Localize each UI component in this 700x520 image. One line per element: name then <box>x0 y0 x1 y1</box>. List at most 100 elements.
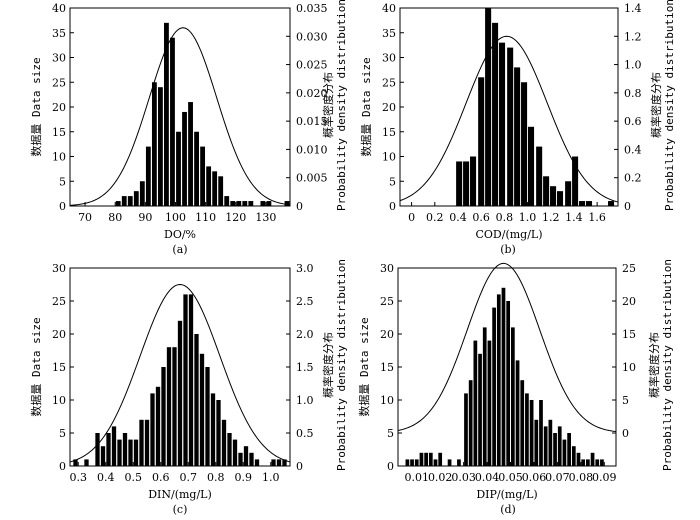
bar-dip-15 <box>482 327 487 466</box>
bar-do-20 <box>230 201 236 206</box>
bar-dip-26 <box>534 419 539 466</box>
ytick-label-cod-0: 0 <box>389 200 396 213</box>
bar-dip-8 <box>438 452 443 466</box>
bar-dip-36 <box>581 459 586 466</box>
bar-dip-24 <box>525 393 529 466</box>
y2label-cn-do: 概率密度分布 <box>321 72 335 138</box>
panel-label-do: (a) <box>172 243 187 256</box>
panel-label-dip: (d) <box>500 503 516 516</box>
bar-dip-40 <box>600 459 604 466</box>
y2label-cn-cod: 概率密度分布 <box>649 72 663 138</box>
ytick-label-din-5: 5 <box>59 427 66 440</box>
xtick-label-dip-8: 0.09 <box>592 471 617 484</box>
normal-curve-do <box>69 27 291 206</box>
bar-dip-13 <box>473 340 478 466</box>
bar-cod-5 <box>485 8 492 206</box>
xtick-label-cod-7: 1.4 <box>565 211 583 224</box>
bar-din-6 <box>111 426 117 466</box>
bar-din-32 <box>254 459 260 466</box>
y2tick-label-do-5: 0.025 <box>296 59 328 72</box>
y2tick-label-cod-0: 0 <box>624 200 631 213</box>
y2tick-label-cod-3: 0.6 <box>624 115 642 128</box>
bar-dip-38 <box>590 452 595 466</box>
bar-cod-7 <box>499 42 506 207</box>
bar-cod-11 <box>528 126 535 206</box>
y2label-cn-dip: 概率密度分布 <box>647 332 661 398</box>
bar-do-8 <box>158 87 163 206</box>
ytick-label-do-30: 30 <box>52 52 66 65</box>
bar-din-26 <box>221 419 227 466</box>
xtick-label-cod-0: 0 <box>408 211 415 224</box>
bar-din-2 <box>84 459 89 466</box>
bar-dip-35 <box>576 452 581 466</box>
y2tick-label-dip-3: 15 <box>622 328 636 341</box>
bar-do-7 <box>151 82 157 206</box>
xtick-label-din-4: 0.7 <box>180 471 198 484</box>
bar-cod-14 <box>550 186 557 206</box>
bar-dip-11 <box>464 393 468 466</box>
y2tick-label-cod-7: 1.4 <box>624 2 642 15</box>
y2label-en-do: Probability density distribution <box>335 0 348 211</box>
bar-do-26 <box>266 201 272 206</box>
bar-dip-5 <box>424 452 428 466</box>
y2tick-label-dip-0: 0 <box>622 427 629 440</box>
xtick-label-do-5: 120 <box>225 211 246 224</box>
xlabel-do: DO/% <box>164 228 196 241</box>
ylabel-dip: 数据量 Data size <box>357 317 371 416</box>
bar-dip-32 <box>562 439 567 466</box>
xtick-label-do-6: 130 <box>255 211 276 224</box>
bar-cod-4 <box>478 77 485 206</box>
bar-do-9 <box>164 22 169 206</box>
bar-cod-16 <box>565 181 572 206</box>
xtick-label-do-4: 110 <box>195 211 216 224</box>
bar-cod-1 <box>456 161 463 206</box>
xtick-label-din-0: 0.3 <box>70 471 88 484</box>
bar-do-1 <box>115 201 121 206</box>
panel-dip: 05101520253005101520250.010.020.030.040.… <box>357 259 674 516</box>
bar-do-17 <box>212 171 218 206</box>
ytick-label-do-20: 20 <box>52 101 66 114</box>
bar-dip-21 <box>511 327 515 466</box>
y2tick-label-din-5: 2.5 <box>296 295 314 308</box>
bar-din-7 <box>117 439 122 466</box>
y2tick-label-do-6: 0.030 <box>296 30 328 43</box>
xtick-label-din-7: 1.0 <box>262 471 280 484</box>
bar-dip-27 <box>539 400 543 466</box>
y2tick-label-cod-1: 0.2 <box>624 172 642 185</box>
bar-dip-30 <box>553 433 557 466</box>
y2tick-label-din-3: 1.5 <box>296 361 314 374</box>
xtick-label-dip-6: 0.07 <box>545 471 570 484</box>
bar-din-18 <box>177 320 183 466</box>
ytick-label-din-10: 10 <box>52 394 66 407</box>
bar-dip-16 <box>487 340 492 466</box>
bar-din-17 <box>172 347 177 466</box>
xtick-label-cod-2: 0.4 <box>449 211 467 224</box>
bar-dip-10 <box>457 459 461 466</box>
bar-do-18 <box>218 176 224 206</box>
bar-din-25 <box>216 400 221 466</box>
y2tick-label-dip-4: 20 <box>622 295 636 308</box>
bar-dip-37 <box>586 459 590 466</box>
bar-din-23 <box>205 367 210 466</box>
xtick-label-din-5: 0.8 <box>207 471 225 484</box>
y2label-cod: 概率密度分布Probability density distribution <box>649 0 676 211</box>
ytick-label-do-0: 0 <box>59 200 66 213</box>
ytick-label-cod-30: 30 <box>382 52 396 65</box>
y2tick-label-cod-2: 0.4 <box>624 143 642 156</box>
ylabel-do: 数据量 Data size <box>29 57 43 156</box>
bar-do-3 <box>127 196 133 206</box>
xtick-label-dip-4: 0.05 <box>498 471 523 484</box>
bar-do-21 <box>236 201 242 206</box>
bar-do-10 <box>170 37 175 207</box>
y2label-dip: 概率密度分布Probability density distribution <box>647 259 674 471</box>
bar-cod-12 <box>536 146 543 206</box>
bar-din-21 <box>194 334 199 466</box>
y2label-do: 概率密度分布Probability density distribution <box>321 0 348 211</box>
xtick-label-dip-3: 0.04 <box>475 471 500 484</box>
y2label-cn-din: 概率密度分布 <box>321 332 335 398</box>
xtick-label-din-1: 0.4 <box>97 471 115 484</box>
bar-din-35 <box>282 459 287 466</box>
xtick-label-cod-5: 1.0 <box>519 211 537 224</box>
